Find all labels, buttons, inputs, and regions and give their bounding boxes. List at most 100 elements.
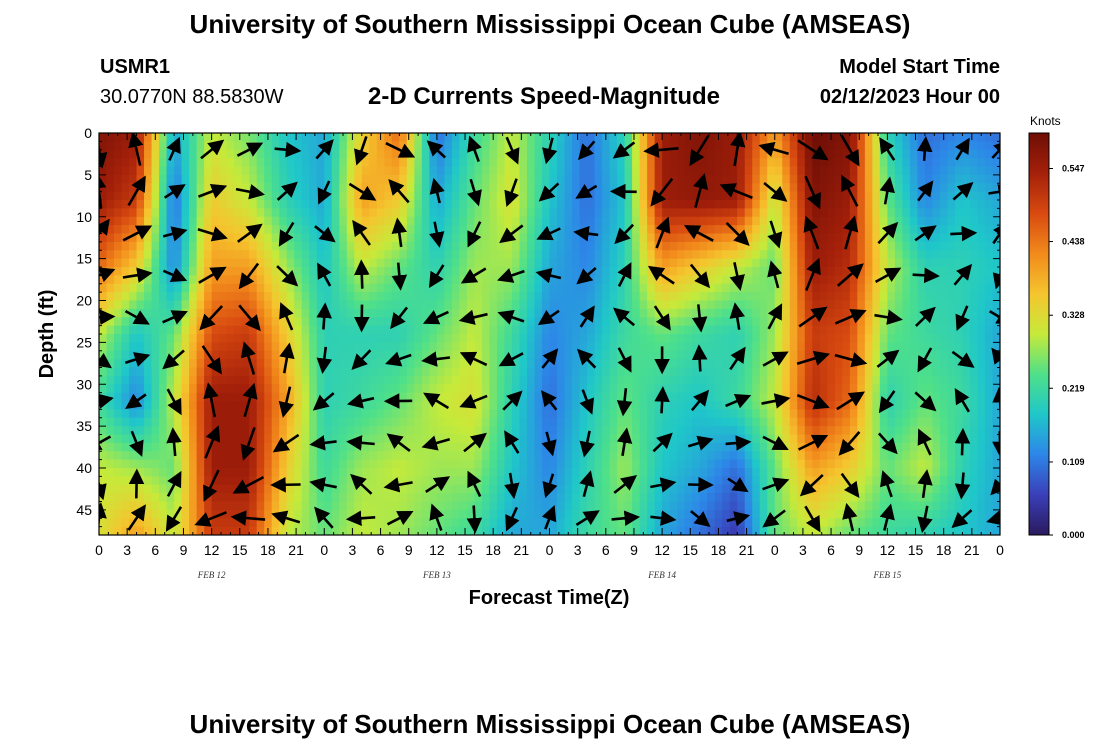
heatmap-cell [211,317,220,327]
heatmap-cell [136,233,145,243]
heatmap-cell [474,417,483,427]
heatmap-cell [114,342,123,352]
heatmap-cell [309,451,318,461]
heatmap-cell [872,225,881,235]
heatmap-cell [707,334,716,343]
heatmap-cell [902,133,911,142]
heatmap-cell [602,350,611,360]
heatmap-cell [504,342,513,352]
heatmap-cell [391,208,400,218]
heatmap-cell [219,149,228,159]
heatmap-cell [722,149,731,159]
heatmap-cell [489,258,498,268]
heatmap-cell [414,334,423,343]
heatmap-cell [947,442,956,452]
heatmap-cell [962,292,971,302]
heatmap-cell [369,334,378,343]
heatmap-cell [632,275,641,285]
heatmap-cell [564,308,573,318]
heatmap-cell [564,183,573,193]
heatmap-cell [444,401,453,410]
heatmap-cell [459,392,468,402]
heatmap-cell [759,342,768,352]
heatmap-cell [857,133,866,142]
heatmap-cell [827,417,836,427]
heatmap-cell [872,342,881,352]
heatmap-cell [782,451,791,461]
heatmap-cell [707,401,716,410]
heatmap-cell [301,375,310,385]
heatmap-cell [466,459,476,469]
heatmap-cell [789,367,798,377]
heatmap-cell [894,292,903,302]
heatmap-cell [474,133,483,142]
heatmap-cell [594,401,603,410]
heatmap-cell [241,241,250,251]
heatmap-cell [617,133,626,142]
heatmap-cell [444,200,453,209]
heatmap-cell [481,334,491,343]
heatmap-cell [354,459,363,469]
heatmap-cell [354,174,363,184]
heatmap-cell [121,183,130,193]
heatmap-cell [564,476,573,486]
heatmap-cell [662,409,671,419]
heatmap-cell [234,401,243,410]
heatmap-cell [264,241,273,251]
heatmap-cell [759,183,768,193]
heatmap-cell [684,174,693,184]
heatmap-cell [399,459,408,469]
heatmap-cell [504,158,513,168]
heatmap-cell [219,275,228,285]
heatmap-cell [249,308,258,318]
heatmap-cell [834,158,843,168]
heatmap-cell [902,350,911,360]
heatmap-cell [256,367,265,377]
heatmap-cell [459,476,468,486]
heatmap-cell [444,350,453,360]
heatmap-cell [744,317,753,327]
heatmap-cell [144,300,153,310]
heatmap-cell [654,166,663,176]
heatmap-cell [451,468,460,477]
heatmap-cell [624,384,633,394]
heatmap-cell [346,375,355,385]
heatmap-cell [572,325,581,335]
heatmap-cell [264,141,273,151]
heatmap-cell [234,191,243,201]
heatmap-cell [339,200,348,209]
heatmap-cell [504,375,513,385]
heatmap-cell [331,401,340,410]
heatmap-cell [181,442,190,452]
heatmap-cell [692,426,701,436]
heatmap-cell [114,375,123,385]
heatmap-cell [294,442,303,452]
heatmap-cell [151,476,160,486]
heatmap-cell [294,342,303,352]
heatmap-cell [391,250,400,260]
heatmap-cell [894,133,903,142]
heatmap-cell [496,166,506,176]
heatmap-cell [572,166,581,176]
heatmap-cell [669,459,678,469]
heatmap-cell [519,133,528,142]
heatmap-cell [421,451,430,461]
heatmap-cell [369,141,378,151]
heatmap-cell [144,149,153,159]
heatmap-cell [459,133,468,142]
heatmap-cell [406,359,415,369]
heatmap-cell [189,375,198,385]
heatmap-cell [369,459,378,469]
heatmap-cell [774,183,783,193]
heatmap-cell [632,317,641,327]
heatmap-cell [677,158,686,168]
heatmap-cell [451,442,460,452]
heatmap-cell [99,200,108,209]
heatmap-cell [301,359,310,369]
heatmap-cell [339,342,348,352]
heatmap-cell [737,183,746,193]
heatmap-cell [654,300,663,310]
heatmap-cell [384,426,393,436]
heatmap-cell [737,359,746,369]
heatmap-cell [677,359,686,369]
